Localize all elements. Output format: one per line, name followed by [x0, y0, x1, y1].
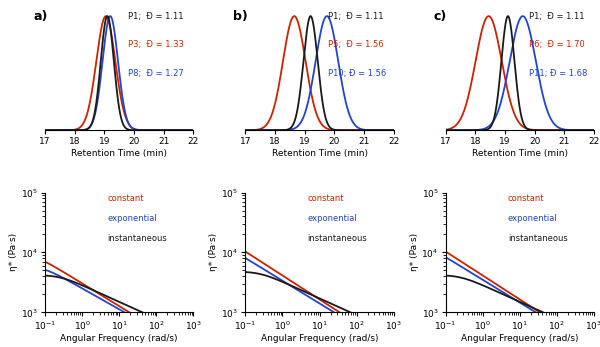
Text: c): c): [434, 10, 447, 23]
Y-axis label: η* (Pa·s): η* (Pa·s): [209, 233, 218, 271]
Text: b): b): [233, 10, 248, 23]
Y-axis label: η* (Pa·s): η* (Pa·s): [410, 233, 419, 271]
X-axis label: Angular Frequency (rad/s): Angular Frequency (rad/s): [61, 335, 178, 344]
Text: P1;  Đ = 1.11: P1; Đ = 1.11: [529, 11, 584, 20]
Text: instantaneous: instantaneous: [308, 235, 367, 244]
Text: P8;  Đ = 1.27: P8; Đ = 1.27: [128, 69, 184, 78]
Text: a): a): [33, 10, 47, 23]
Y-axis label: η* (Pa·s): η* (Pa·s): [9, 233, 18, 271]
Text: P5;  Đ = 1.56: P5; Đ = 1.56: [328, 40, 384, 49]
X-axis label: Angular Frequency (rad/s): Angular Frequency (rad/s): [461, 335, 578, 344]
X-axis label: Angular Frequency (rad/s): Angular Frequency (rad/s): [261, 335, 378, 344]
Text: constant: constant: [107, 194, 144, 203]
Text: constant: constant: [308, 194, 344, 203]
X-axis label: Retention Time (min): Retention Time (min): [71, 149, 167, 158]
X-axis label: Retention Time (min): Retention Time (min): [472, 149, 568, 158]
Text: P1;  Đ = 1.11: P1; Đ = 1.11: [128, 11, 184, 20]
X-axis label: Retention Time (min): Retention Time (min): [271, 149, 367, 158]
Text: P6;  Đ = 1.70: P6; Đ = 1.70: [529, 40, 584, 49]
Text: P3;  Đ = 1.33: P3; Đ = 1.33: [128, 40, 184, 49]
Text: instantaneous: instantaneous: [508, 235, 568, 244]
Text: P10; Đ = 1.56: P10; Đ = 1.56: [328, 69, 386, 78]
Text: exponential: exponential: [508, 214, 557, 223]
Text: constant: constant: [508, 194, 544, 203]
Text: P1;  Đ = 1.11: P1; Đ = 1.11: [328, 11, 384, 20]
Text: instantaneous: instantaneous: [107, 235, 167, 244]
Text: P11; Đ = 1.68: P11; Đ = 1.68: [529, 69, 587, 78]
Text: exponential: exponential: [107, 214, 157, 223]
Text: exponential: exponential: [308, 214, 358, 223]
